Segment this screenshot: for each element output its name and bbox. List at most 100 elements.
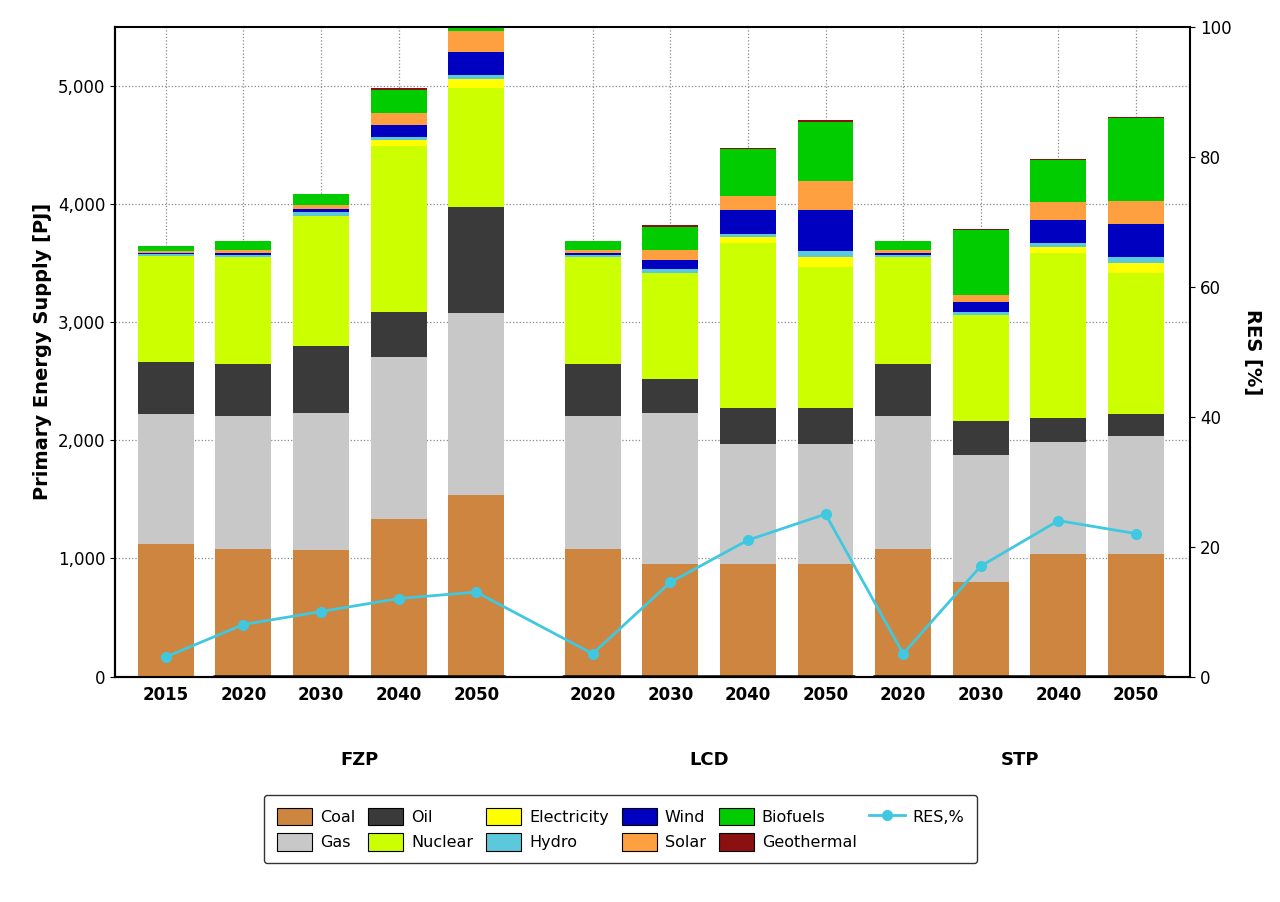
Bar (876, 416, 931, 549)
Bar (293, 209, 349, 213)
Bar (876, 250, 931, 253)
Bar (448, 51, 504, 76)
Bar (138, 253, 193, 256)
Bar (371, 137, 426, 141)
Bar (952, 311, 1009, 315)
Bar (1030, 202, 1087, 219)
Bar (448, 494, 504, 676)
Bar (371, 88, 426, 89)
Bar (371, 146, 426, 311)
Bar (719, 234, 776, 237)
Text: STP: STP (1001, 751, 1039, 769)
Bar (293, 345, 349, 413)
Bar (138, 245, 193, 252)
Bar (719, 409, 776, 444)
Bar (876, 253, 931, 255)
Bar (797, 210, 854, 252)
Bar (215, 241, 271, 250)
Bar (564, 250, 621, 253)
Bar (138, 363, 193, 414)
Bar (371, 114, 426, 125)
Bar (719, 148, 776, 149)
Text: LCD: LCD (689, 751, 728, 769)
Bar (719, 565, 776, 676)
Bar (719, 196, 776, 210)
Bar (1030, 160, 1087, 161)
Bar (448, 207, 504, 313)
Bar (215, 253, 271, 255)
Bar (1108, 414, 1164, 436)
Bar (952, 421, 1009, 455)
Bar (371, 141, 426, 146)
Bar (371, 520, 426, 676)
Bar (138, 544, 193, 676)
Bar (293, 550, 349, 676)
Bar (1108, 272, 1164, 414)
Text: FZP: FZP (340, 751, 379, 769)
Bar (215, 257, 271, 364)
Bar (719, 237, 776, 244)
Bar (1030, 554, 1087, 676)
Bar (1108, 116, 1164, 118)
Bar (371, 125, 426, 137)
Bar (797, 444, 854, 565)
Bar (448, 76, 504, 79)
Bar (876, 257, 931, 364)
Bar (952, 315, 1009, 421)
Bar (138, 414, 193, 544)
Bar (215, 255, 271, 257)
Bar (1108, 200, 1164, 225)
Bar (1108, 257, 1164, 263)
Bar (643, 250, 698, 260)
Y-axis label: Primary Energy Supply [PJ]: Primary Energy Supply [PJ] (33, 203, 52, 501)
Bar (293, 216, 349, 345)
Bar (448, 31, 504, 51)
Bar (448, 79, 504, 88)
Bar (293, 213, 349, 216)
Bar (371, 311, 426, 356)
Bar (448, 0, 504, 31)
Bar (719, 444, 776, 565)
Bar (952, 582, 1009, 676)
Bar (293, 206, 349, 209)
Bar (952, 455, 1009, 582)
Bar (448, 88, 504, 207)
Bar (876, 255, 931, 257)
Bar (564, 257, 621, 364)
Bar (643, 565, 698, 676)
Bar (1030, 244, 1087, 246)
Bar (293, 194, 349, 206)
Bar (643, 260, 698, 269)
Bar (371, 356, 426, 520)
Bar (215, 416, 271, 549)
Bar (797, 120, 854, 122)
Bar (719, 210, 776, 234)
Bar (797, 267, 854, 409)
Bar (1108, 118, 1164, 200)
Bar (564, 549, 621, 676)
Bar (1030, 418, 1087, 441)
Y-axis label: RES [%]: RES [%] (1243, 308, 1262, 395)
Bar (1030, 441, 1087, 554)
Bar (1108, 225, 1164, 257)
Bar (1030, 161, 1087, 202)
Bar (564, 255, 621, 257)
Legend: Coal, Gas, Oil, Nuclear, Electricity, Hydro, Wind, Solar, Biofuels, Geothermal, : Coal, Gas, Oil, Nuclear, Electricity, Hy… (264, 795, 977, 863)
Bar (952, 229, 1009, 230)
Bar (1108, 263, 1164, 272)
Bar (643, 269, 698, 272)
Bar (643, 272, 698, 379)
Bar (564, 253, 621, 255)
Bar (719, 149, 776, 196)
Bar (564, 416, 621, 549)
Bar (138, 256, 193, 363)
Bar (1030, 253, 1087, 418)
Bar (1030, 246, 1087, 253)
Bar (797, 257, 854, 267)
Bar (448, 313, 504, 494)
Bar (797, 565, 854, 676)
Bar (564, 364, 621, 416)
Bar (952, 230, 1009, 295)
Bar (371, 89, 426, 114)
Bar (215, 364, 271, 416)
